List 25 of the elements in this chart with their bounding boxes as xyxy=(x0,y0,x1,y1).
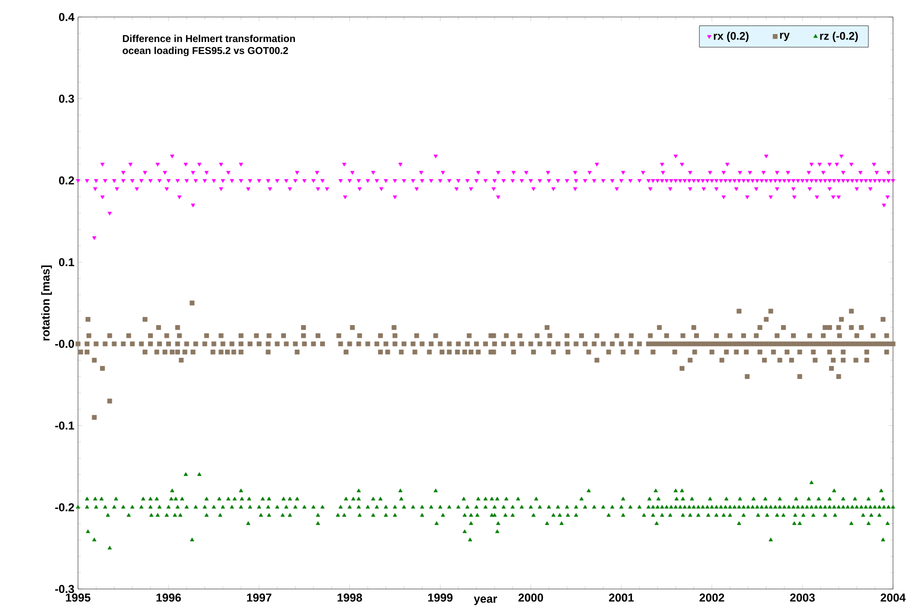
x-tick-label: 1997 xyxy=(247,594,272,602)
legend-label: rz (-0.2) xyxy=(820,32,858,42)
x-tick-label: 2002 xyxy=(700,594,724,602)
legend-label: rx (0.2) xyxy=(714,32,749,42)
x-tick-label: 1995 xyxy=(66,594,90,602)
x-tick-label: 1999 xyxy=(428,594,453,602)
x-tick-label: 1996 xyxy=(156,594,181,602)
x-tick-label: 2003 xyxy=(790,594,815,602)
x-tick-label: 1998 xyxy=(338,594,362,602)
y-tick-label: 0.2 xyxy=(59,176,74,184)
annotation: Difference in Helmert transformation xyxy=(122,34,295,42)
y-axis-title: rotation [mas] xyxy=(41,265,52,340)
y-tick-label: -0.0 xyxy=(55,340,74,348)
y-tick-label: 0.1 xyxy=(59,258,74,266)
x-tick-label: 2000 xyxy=(518,594,544,602)
y-tick-label: 0.3 xyxy=(59,94,74,103)
x-axis-title: year xyxy=(474,596,498,606)
y-tick-label: -0.3 xyxy=(55,584,74,594)
x-tick-label: 2001 xyxy=(608,594,634,602)
y-tick-label: -0.1 xyxy=(55,422,74,430)
x-tick-label: 2004 xyxy=(880,594,906,602)
y-tick-label: -0.2 xyxy=(55,503,74,512)
legend-label: ry xyxy=(780,32,790,41)
annotation: ocean loading FES95.2 vs GOT00.2 xyxy=(122,46,288,56)
y-tick-label: 0.4 xyxy=(59,12,74,22)
